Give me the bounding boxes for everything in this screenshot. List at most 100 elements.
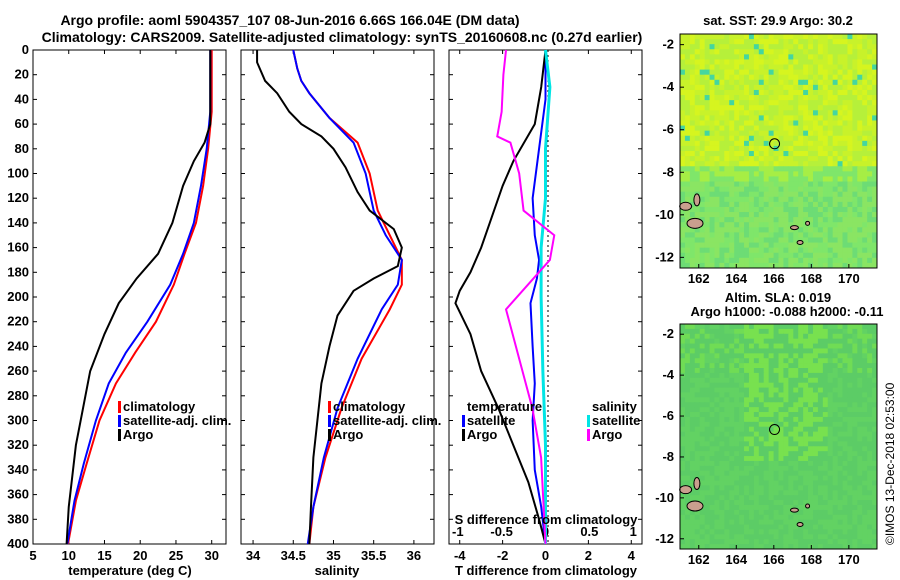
heatmap-cell <box>857 475 863 482</box>
heatmap-cell <box>867 382 873 389</box>
heatmap-cell <box>699 39 706 45</box>
heatmap-cell <box>827 397 834 403</box>
heatmap-cell <box>714 407 720 413</box>
heatmap-cell <box>817 480 824 486</box>
heatmap-cell <box>847 328 853 335</box>
heatmap-cell <box>753 431 760 437</box>
heatmap-cell <box>724 252 730 259</box>
heatmap-cell <box>812 196 819 203</box>
heatmap-cell <box>852 161 858 167</box>
heatmap-cell <box>768 495 775 501</box>
heatmap-cell <box>704 524 711 530</box>
sst-map-islands <box>679 193 811 245</box>
heatmap-cell <box>729 446 735 452</box>
heatmap-cell <box>734 480 740 486</box>
heatmap-cell <box>763 181 770 188</box>
heatmap-cell <box>837 465 844 472</box>
heatmap-cell <box>793 485 799 491</box>
heatmap-cell <box>768 368 775 374</box>
heatmap-cell <box>867 242 873 249</box>
heatmap-cell <box>684 176 691 183</box>
heatmap-cell <box>704 95 711 101</box>
heatmap-cell <box>778 95 784 101</box>
heatmap-cell <box>704 69 711 76</box>
heatmap-cell <box>837 257 844 264</box>
heatmap-cell <box>852 436 858 442</box>
heatmap-cell <box>768 441 775 447</box>
heatmap-cell <box>822 89 829 96</box>
heatmap-cell <box>847 100 853 106</box>
heatmap-cell <box>729 262 735 269</box>
heatmap-cell <box>832 363 839 369</box>
heatmap-cell <box>734 436 740 442</box>
heatmap-cell <box>862 456 868 462</box>
heatmap-cell <box>719 392 725 398</box>
heatmap-cell <box>827 504 834 511</box>
heatmap-cell <box>763 460 770 467</box>
heatmap-cell <box>719 529 725 535</box>
heatmap-cell <box>680 534 686 540</box>
heatmap-cell <box>812 105 819 111</box>
heatmap-cell <box>837 247 844 254</box>
heatmap-cell <box>867 519 873 526</box>
heatmap-cell <box>739 475 745 482</box>
heatmap-cell <box>704 135 711 142</box>
heatmap-cell <box>684 166 691 172</box>
heatmap-cell <box>842 534 848 540</box>
heatmap-cell <box>729 84 735 91</box>
heatmap-cell <box>788 79 794 86</box>
heatmap-cell <box>827 69 834 76</box>
heatmap-cell <box>817 446 824 452</box>
heatmap-cell <box>817 39 824 45</box>
heatmap-cell <box>763 135 770 142</box>
heatmap-cell <box>694 392 701 398</box>
heatmap-cell <box>748 217 755 223</box>
heatmap-cell <box>699 372 706 379</box>
heatmap-cell <box>812 495 819 501</box>
heatmap-cell <box>812 110 819 116</box>
heatmap-cell <box>773 338 779 345</box>
heatmap-cell <box>734 353 740 359</box>
heatmap-cell <box>827 196 834 203</box>
heatmap-cell <box>872 135 878 142</box>
heatmap-cell <box>827 529 834 535</box>
heatmap-cell <box>842 524 848 530</box>
heatmap-cell <box>773 343 779 349</box>
heatmap-cell <box>724 524 730 530</box>
heatmap-cell <box>748 212 755 218</box>
heatmap-cell <box>763 95 770 101</box>
heatmap-cell <box>680 181 686 188</box>
heatmap-cell <box>709 392 715 398</box>
heatmap-cell <box>803 217 809 223</box>
heatmap-cell <box>744 115 750 121</box>
heatmap-cell <box>793 44 799 50</box>
heatmap-cell <box>778 130 784 137</box>
heatmap-cell <box>709 539 715 545</box>
heatmap-cell <box>773 186 779 193</box>
heatmap-cell <box>748 412 755 418</box>
heatmap-cell <box>857 206 863 213</box>
heatmap-cell <box>812 421 819 428</box>
heatmap-cell <box>719 252 725 259</box>
heatmap-cell <box>719 34 725 40</box>
lon-tick-label: 170 <box>838 271 860 286</box>
heatmap-cell <box>832 222 839 228</box>
heatmap-cell <box>788 69 794 76</box>
heatmap-cell <box>783 519 789 526</box>
heatmap-cell <box>822 519 829 526</box>
heatmap-cell <box>817 151 824 157</box>
heatmap-cell <box>837 110 844 116</box>
heatmap-cell <box>817 382 824 389</box>
heatmap-cell <box>783 54 789 60</box>
heatmap-cell <box>778 206 784 213</box>
heatmap-cell <box>684 115 691 121</box>
heatmap-cell <box>684 382 691 389</box>
heatmap-cell <box>724 74 730 81</box>
heatmap-cell <box>832 212 839 218</box>
legend-argo: Argo <box>333 427 363 442</box>
heatmap-cell <box>817 232 824 238</box>
heatmap-cell <box>758 64 765 71</box>
heatmap-cell <box>822 534 829 540</box>
heatmap-cell <box>699 161 706 167</box>
heatmap-cell <box>763 74 770 81</box>
